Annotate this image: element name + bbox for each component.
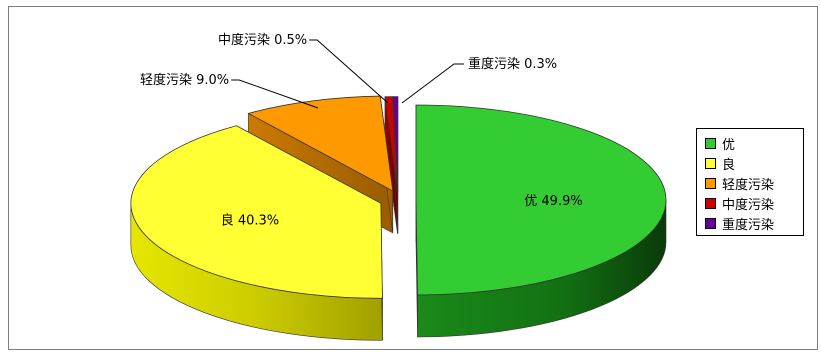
data-label-5: 重度污染 0.3%	[468, 56, 557, 72]
pie-slice-1	[415, 104, 667, 338]
legend-label-5: 重度污染	[722, 217, 775, 233]
pie-slice-top-4	[384, 96, 398, 192]
legend-label-4: 中度污染	[722, 197, 775, 213]
leader-line-3	[231, 79, 319, 109]
legend-item-4: 中度污染	[705, 193, 803, 213]
legend-item-5: 重度污染	[705, 213, 803, 233]
pie-slice-top-1	[415, 104, 667, 296]
legend-item-1: 优	[705, 133, 803, 153]
legend-label-3: 轻度污染	[722, 177, 775, 193]
leader-line-5	[401, 63, 464, 104]
legend-swatch-5	[705, 217, 716, 229]
legend: 优良轻度污染中度污染重度污染	[696, 128, 804, 236]
legend-label-1: 优	[722, 137, 736, 153]
legend-swatch-1	[705, 137, 716, 149]
data-label-3: 轻度污染 9.0%	[140, 72, 229, 88]
legend-swatch-3	[705, 177, 716, 189]
data-label-4: 中度污染 0.5%	[218, 32, 307, 48]
pie-slice-top-2	[130, 125, 383, 299]
pie-slice-top-3	[247, 95, 394, 192]
legend-label-2: 良	[722, 157, 736, 173]
legend-item-2: 良	[705, 153, 803, 173]
pie-slice-2	[130, 125, 383, 341]
data-label-2: 良 40.3%	[221, 212, 279, 228]
data-label-1: 优 49.9%	[524, 194, 582, 209]
legend-swatch-4	[705, 197, 716, 209]
legend-item-3: 轻度污染	[705, 173, 803, 193]
leader-line-4	[309, 39, 389, 104]
legend-swatch-2	[705, 157, 716, 169]
